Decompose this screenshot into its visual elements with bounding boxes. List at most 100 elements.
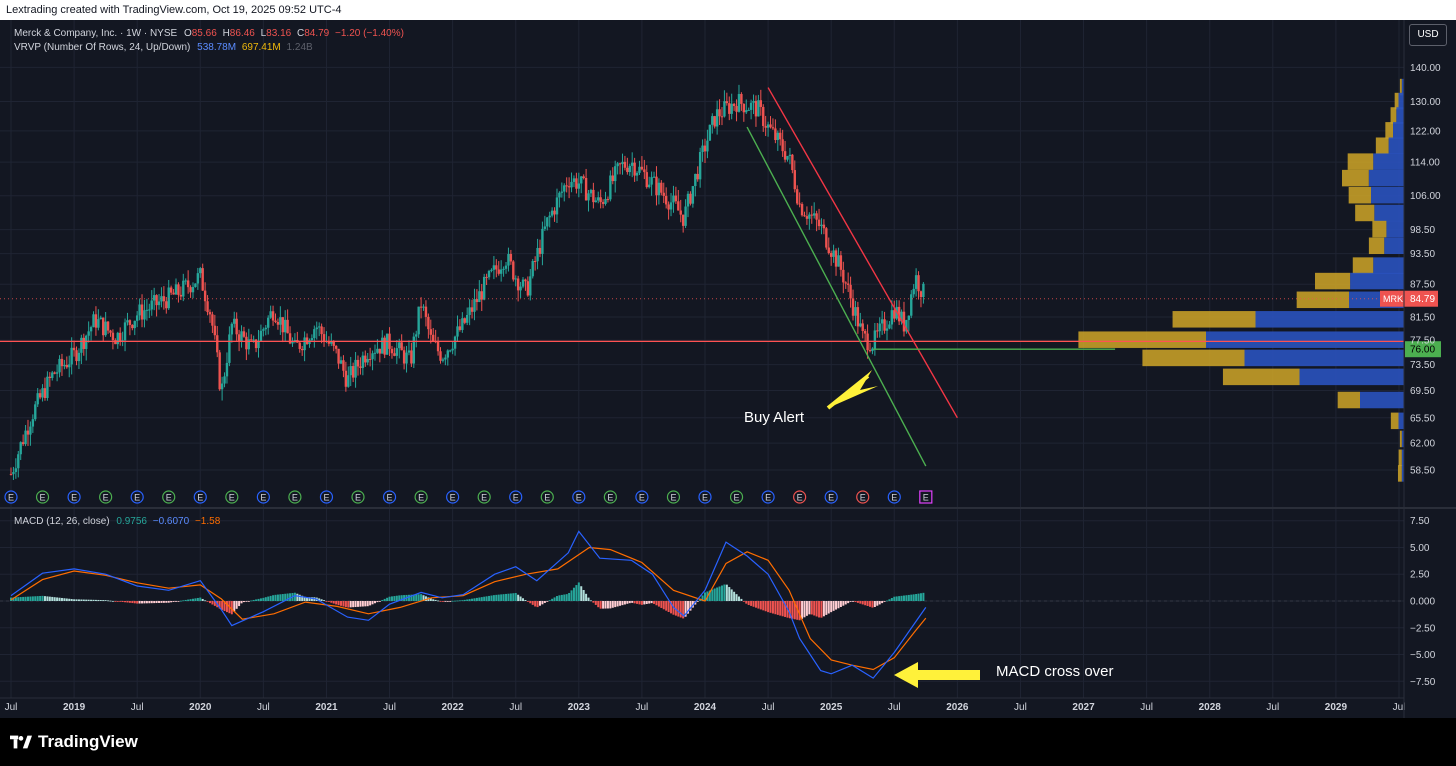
candle-body (800, 204, 804, 216)
macd-histogram-bar (238, 601, 241, 607)
macd-histogram-bar (796, 601, 799, 620)
macd-histogram-bar (281, 594, 284, 601)
macd-legend[interactable]: MACD (12, 26, close) 0.9756 −0.6070 −1.5… (14, 516, 220, 527)
candle-body (516, 278, 520, 291)
low-value: 83.16 (266, 28, 292, 39)
candle-body (550, 210, 554, 216)
macd-histogram-bar (696, 601, 699, 602)
macd-histogram-bar (847, 601, 850, 604)
macd-histogram-bar (199, 597, 202, 601)
currency-button[interactable]: USD (1409, 24, 1447, 46)
last-price-tag-symbol: MRK (1383, 294, 1403, 304)
macd-histogram-bar (611, 601, 614, 608)
macd-histogram-bar (553, 597, 556, 601)
candle-body (245, 336, 248, 350)
chart-canvas[interactable]: MRK 84.79 76.00 E E E E E E E E E E E E E E E E E E E E E E E E E E… (0, 20, 1456, 718)
candle-body (919, 291, 923, 297)
candle-body (614, 166, 617, 182)
change-value: −1.20 (−1.40%) (335, 28, 404, 39)
macd-histogram-bar (524, 599, 527, 601)
macd-histogram-bar (201, 598, 204, 601)
macd-histogram-bar (902, 595, 905, 601)
macd-histogram-bar (75, 599, 78, 601)
candle-body (269, 311, 272, 318)
earnings-marker (4, 490, 18, 504)
macd-histogram-bar (660, 601, 663, 608)
candle-body (300, 348, 304, 351)
candle-body (643, 169, 646, 173)
candle-body (344, 370, 348, 387)
candle-body (558, 192, 561, 198)
time-tick-label: 2025 (820, 702, 843, 713)
vrvp-up-bar (1396, 107, 1404, 124)
candle-body (240, 331, 243, 342)
macd-histogram-bar (395, 595, 398, 601)
macd-histogram-bar (206, 601, 209, 602)
macd-histogram-bar (473, 598, 476, 601)
candle-body (230, 323, 234, 335)
last-price-tag (1380, 290, 1438, 307)
macd-histogram-bar (94, 599, 97, 601)
vrvp-down-value: 697.41M (241, 42, 281, 53)
macd-histogram-bar (519, 596, 522, 601)
earnings-marker (130, 490, 144, 504)
candle-body (611, 175, 614, 182)
macd-histogram-bar (133, 601, 136, 604)
macd-histogram-bar (645, 601, 648, 604)
candle-body (213, 325, 217, 336)
candle-body (385, 333, 389, 355)
macd-histogram-bar (679, 601, 682, 618)
macd-histogram-bar (619, 601, 622, 606)
tradingview-logo[interactable]: TradingView (10, 732, 138, 752)
macd-tick-label: 0.000 (1410, 597, 1435, 608)
macd-histogram-bar (306, 597, 309, 601)
price-tick-label: 130.00 (1410, 97, 1441, 108)
macd-histogram-bar (551, 598, 554, 601)
candle-body (735, 106, 738, 112)
macd-histogram-bar (866, 601, 869, 607)
vrvp-up-bar (1373, 257, 1404, 274)
earnings-marker (193, 490, 207, 504)
macd-histogram-bar (337, 601, 340, 606)
candle-body (347, 375, 350, 387)
vrvp-up-bar (1401, 465, 1404, 482)
earnings-marker-label: E (229, 493, 235, 503)
candle-body (757, 100, 760, 117)
macd-histogram-bar (614, 601, 617, 608)
macd-histogram-bar (63, 598, 66, 601)
macd-histogram-bar (822, 601, 825, 617)
macd-histogram-bar (589, 600, 592, 602)
price-legend[interactable]: Merck & Company, Inc. · 1W · NYSE O85.66… (14, 28, 404, 39)
candle-body (604, 198, 607, 204)
candle-body (128, 320, 132, 325)
macd-histogram-bar (158, 601, 161, 603)
candle-body (449, 350, 452, 352)
macd-histogram-bar (138, 601, 141, 604)
candle-body (313, 329, 316, 339)
macd-histogram-bar (99, 600, 102, 601)
time-tick-label: 2029 (1325, 702, 1348, 713)
macd-histogram-bar (728, 587, 731, 601)
macd-histogram-bar (655, 601, 658, 606)
macd-histogram-bar (170, 601, 173, 603)
vrvp-down-bar (1222, 368, 1300, 386)
candle-body (82, 337, 85, 349)
earnings-marker-label: E (481, 493, 487, 503)
candle-body (310, 338, 314, 341)
macd-histogram-bar (373, 601, 376, 604)
candle-body (560, 191, 564, 193)
macd-histogram-bar (150, 601, 153, 604)
macd-histogram-bar (580, 586, 583, 601)
candle-body (536, 247, 539, 262)
candle-body (383, 337, 386, 355)
candle-body (315, 327, 318, 330)
macd-histogram-bar (555, 596, 558, 601)
candle-body (626, 167, 629, 173)
macd-histogram-bar (529, 601, 532, 604)
candle-body (747, 109, 750, 111)
macd-histogram-bar (910, 594, 913, 601)
vrvp-legend[interactable]: VRVP (Number Of Rows, 24, Up/Down) 538.7… (14, 42, 313, 53)
candle-body (150, 300, 153, 310)
candle-body (863, 330, 867, 334)
candle-body (548, 215, 551, 218)
